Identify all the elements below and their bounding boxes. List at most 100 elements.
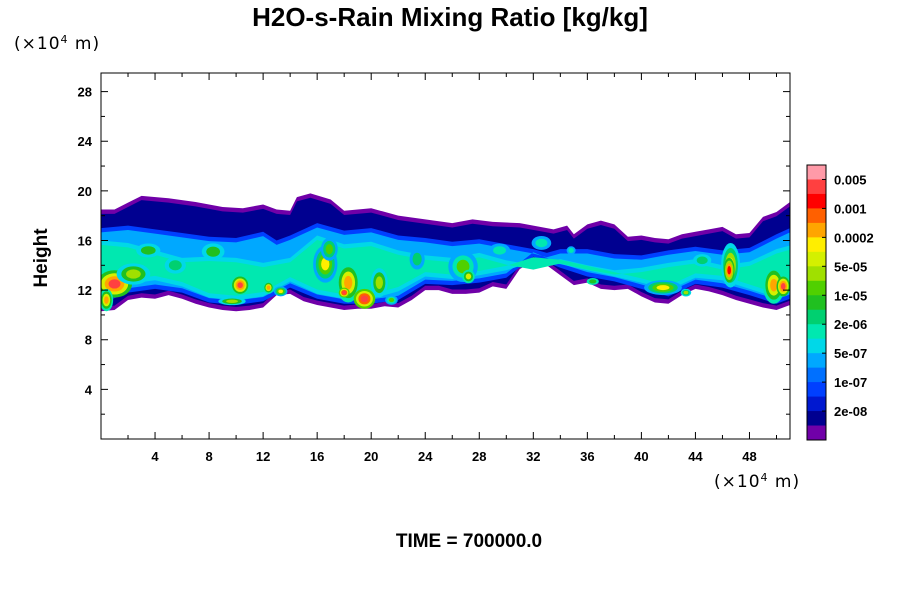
colorbar-swatch xyxy=(807,338,826,354)
x-tick-label-group-36: 36 xyxy=(580,449,594,464)
contour-cell-20-3 xyxy=(493,246,506,255)
contour-cell-11-3 xyxy=(325,244,333,255)
contour-cell-13-3 xyxy=(360,295,369,303)
contour-cell-6-3 xyxy=(237,282,243,289)
contour-cell-19-3 xyxy=(465,273,472,280)
contour-cell-23-3 xyxy=(589,279,597,284)
x-tick-label: 12 xyxy=(256,449,270,464)
x-unit-exponent: 4 xyxy=(760,471,769,484)
x-tick-label-group-28: 28 xyxy=(472,449,486,464)
x-tick-label-group-12: 12 xyxy=(256,449,270,464)
colorbar-swatch xyxy=(807,251,826,267)
colorbar-swatch xyxy=(807,208,826,224)
y-unit-exponent: 4 xyxy=(60,33,69,46)
colorbar-swatch xyxy=(807,382,826,398)
x-tick-label: 20 xyxy=(364,449,378,464)
colorbar-label-group: 0.005 xyxy=(834,172,867,187)
y-tick-label-group-28: 28 xyxy=(78,85,92,100)
y-tick-label: 28 xyxy=(78,85,92,100)
colorbar-label: 2e-08 xyxy=(834,404,867,419)
x-tick-label: 28 xyxy=(472,449,486,464)
contour-cell-15-3 xyxy=(375,276,383,290)
colorbar-swatch xyxy=(807,179,826,195)
contour-cell-24-3 xyxy=(656,285,670,291)
chart-title: H2O-s-Rain Mixing Ratio [kg/kg] xyxy=(252,2,648,32)
colorbar-swatch xyxy=(807,309,826,325)
contour-cell-3-3 xyxy=(104,296,109,304)
x-tick-label-group-40: 40 xyxy=(634,449,648,464)
contour-cell-28-3 xyxy=(727,266,732,275)
contour-band-inner-2 xyxy=(101,239,790,296)
contour-cell-8-3 xyxy=(266,285,271,290)
contour-field xyxy=(101,193,790,312)
colorbar-label-group: 2e-08 xyxy=(834,404,867,419)
colorbar-swatch xyxy=(807,237,826,253)
colorbar-swatch xyxy=(807,353,826,369)
colorbar-swatch xyxy=(807,396,826,412)
y-tick-label-group-8: 8 xyxy=(85,333,92,348)
y-tick-label: 8 xyxy=(85,333,92,348)
colorbar-swatch xyxy=(807,193,826,209)
colorbar-label: 0.005 xyxy=(834,172,867,187)
x-tick-label-group-16: 16 xyxy=(310,449,324,464)
y-tick-label: 16 xyxy=(78,233,92,248)
y-tick-label: 4 xyxy=(85,382,93,397)
x-tick-label: 24 xyxy=(418,449,433,464)
contour-cell-7-3 xyxy=(226,299,239,303)
colorbar-label-group: 5e-07 xyxy=(834,346,867,361)
plot-frame xyxy=(100,72,791,440)
contour-cell-26-3 xyxy=(696,256,708,265)
contour-cell-18-3 xyxy=(456,259,470,274)
colorbar-label: 5e-05 xyxy=(834,259,867,274)
contour-cell-16-3 xyxy=(388,297,395,303)
colorbar-label: 5e-07 xyxy=(834,346,867,361)
y-tick-label-group-12: 12 xyxy=(78,283,92,298)
colorbar-swatch xyxy=(807,266,826,282)
x-tick-label: 40 xyxy=(634,449,648,464)
x-unit-prefix: (×10 xyxy=(714,472,761,492)
x-tick-label: 4 xyxy=(151,449,159,464)
x-tick-label-group-32: 32 xyxy=(526,449,540,464)
contour-cell-12-3 xyxy=(344,275,353,290)
y-tick-label-group-20: 20 xyxy=(78,184,92,199)
y-unit-suffix: m) xyxy=(68,34,101,54)
x-tick-label: 48 xyxy=(742,449,756,464)
colorbar-label-group: 2e-06 xyxy=(834,317,867,332)
colorbar-swatch xyxy=(807,280,826,296)
colorbar-label-group: 0.0002 xyxy=(834,230,874,245)
x-tick-label: 44 xyxy=(688,449,703,464)
x-tick-label: 8 xyxy=(205,449,212,464)
contour-cell-21-3 xyxy=(535,238,548,248)
colorbar: 0.005 0.001 0.0002 5e-05 1e-05 2e-06 5e-07 1e-0… xyxy=(806,164,874,441)
contour-cell-25-3 xyxy=(683,290,689,295)
colorbar-label-group: 1e-05 xyxy=(834,288,867,303)
contour-cell-9-3 xyxy=(278,289,283,294)
x-axis-unit: (×104 m) xyxy=(714,471,800,492)
y-tick-label: 12 xyxy=(78,283,92,298)
x-tick-label-group-44: 44 xyxy=(688,449,703,464)
y-tick-label-group-16: 16 xyxy=(78,233,92,248)
y-axis-unit: (×104 m) xyxy=(14,33,100,54)
colorbar-label: 1e-07 xyxy=(834,375,867,390)
contour-cell-17-3 xyxy=(412,252,422,266)
contour-cell-29-3 xyxy=(770,278,778,292)
colorbar-label: 1e-05 xyxy=(834,288,867,303)
colorbar-swatch xyxy=(807,324,826,340)
contour-cell-0-3 xyxy=(108,279,121,289)
x-tick-label-group-24: 24 xyxy=(418,449,433,464)
y-tick-label-group-24: 24 xyxy=(78,134,93,149)
y-tick-label: 20 xyxy=(78,184,92,199)
x-tick-label-group-4: 4 xyxy=(151,449,159,464)
colorbar-label-group: 1e-07 xyxy=(834,375,867,390)
x-unit-suffix: m) xyxy=(768,472,801,492)
contour-cell-30-3 xyxy=(780,283,786,290)
y-tick-label-group-4: 4 xyxy=(85,382,93,397)
x-tick-label: 32 xyxy=(526,449,540,464)
colorbar-frame xyxy=(806,164,827,441)
colorbar-label: 0.0002 xyxy=(834,230,874,245)
x-tick-label-group-48: 48 xyxy=(742,449,756,464)
contour-cell-1-3 xyxy=(126,269,141,279)
x-tick-label: 16 xyxy=(310,449,324,464)
